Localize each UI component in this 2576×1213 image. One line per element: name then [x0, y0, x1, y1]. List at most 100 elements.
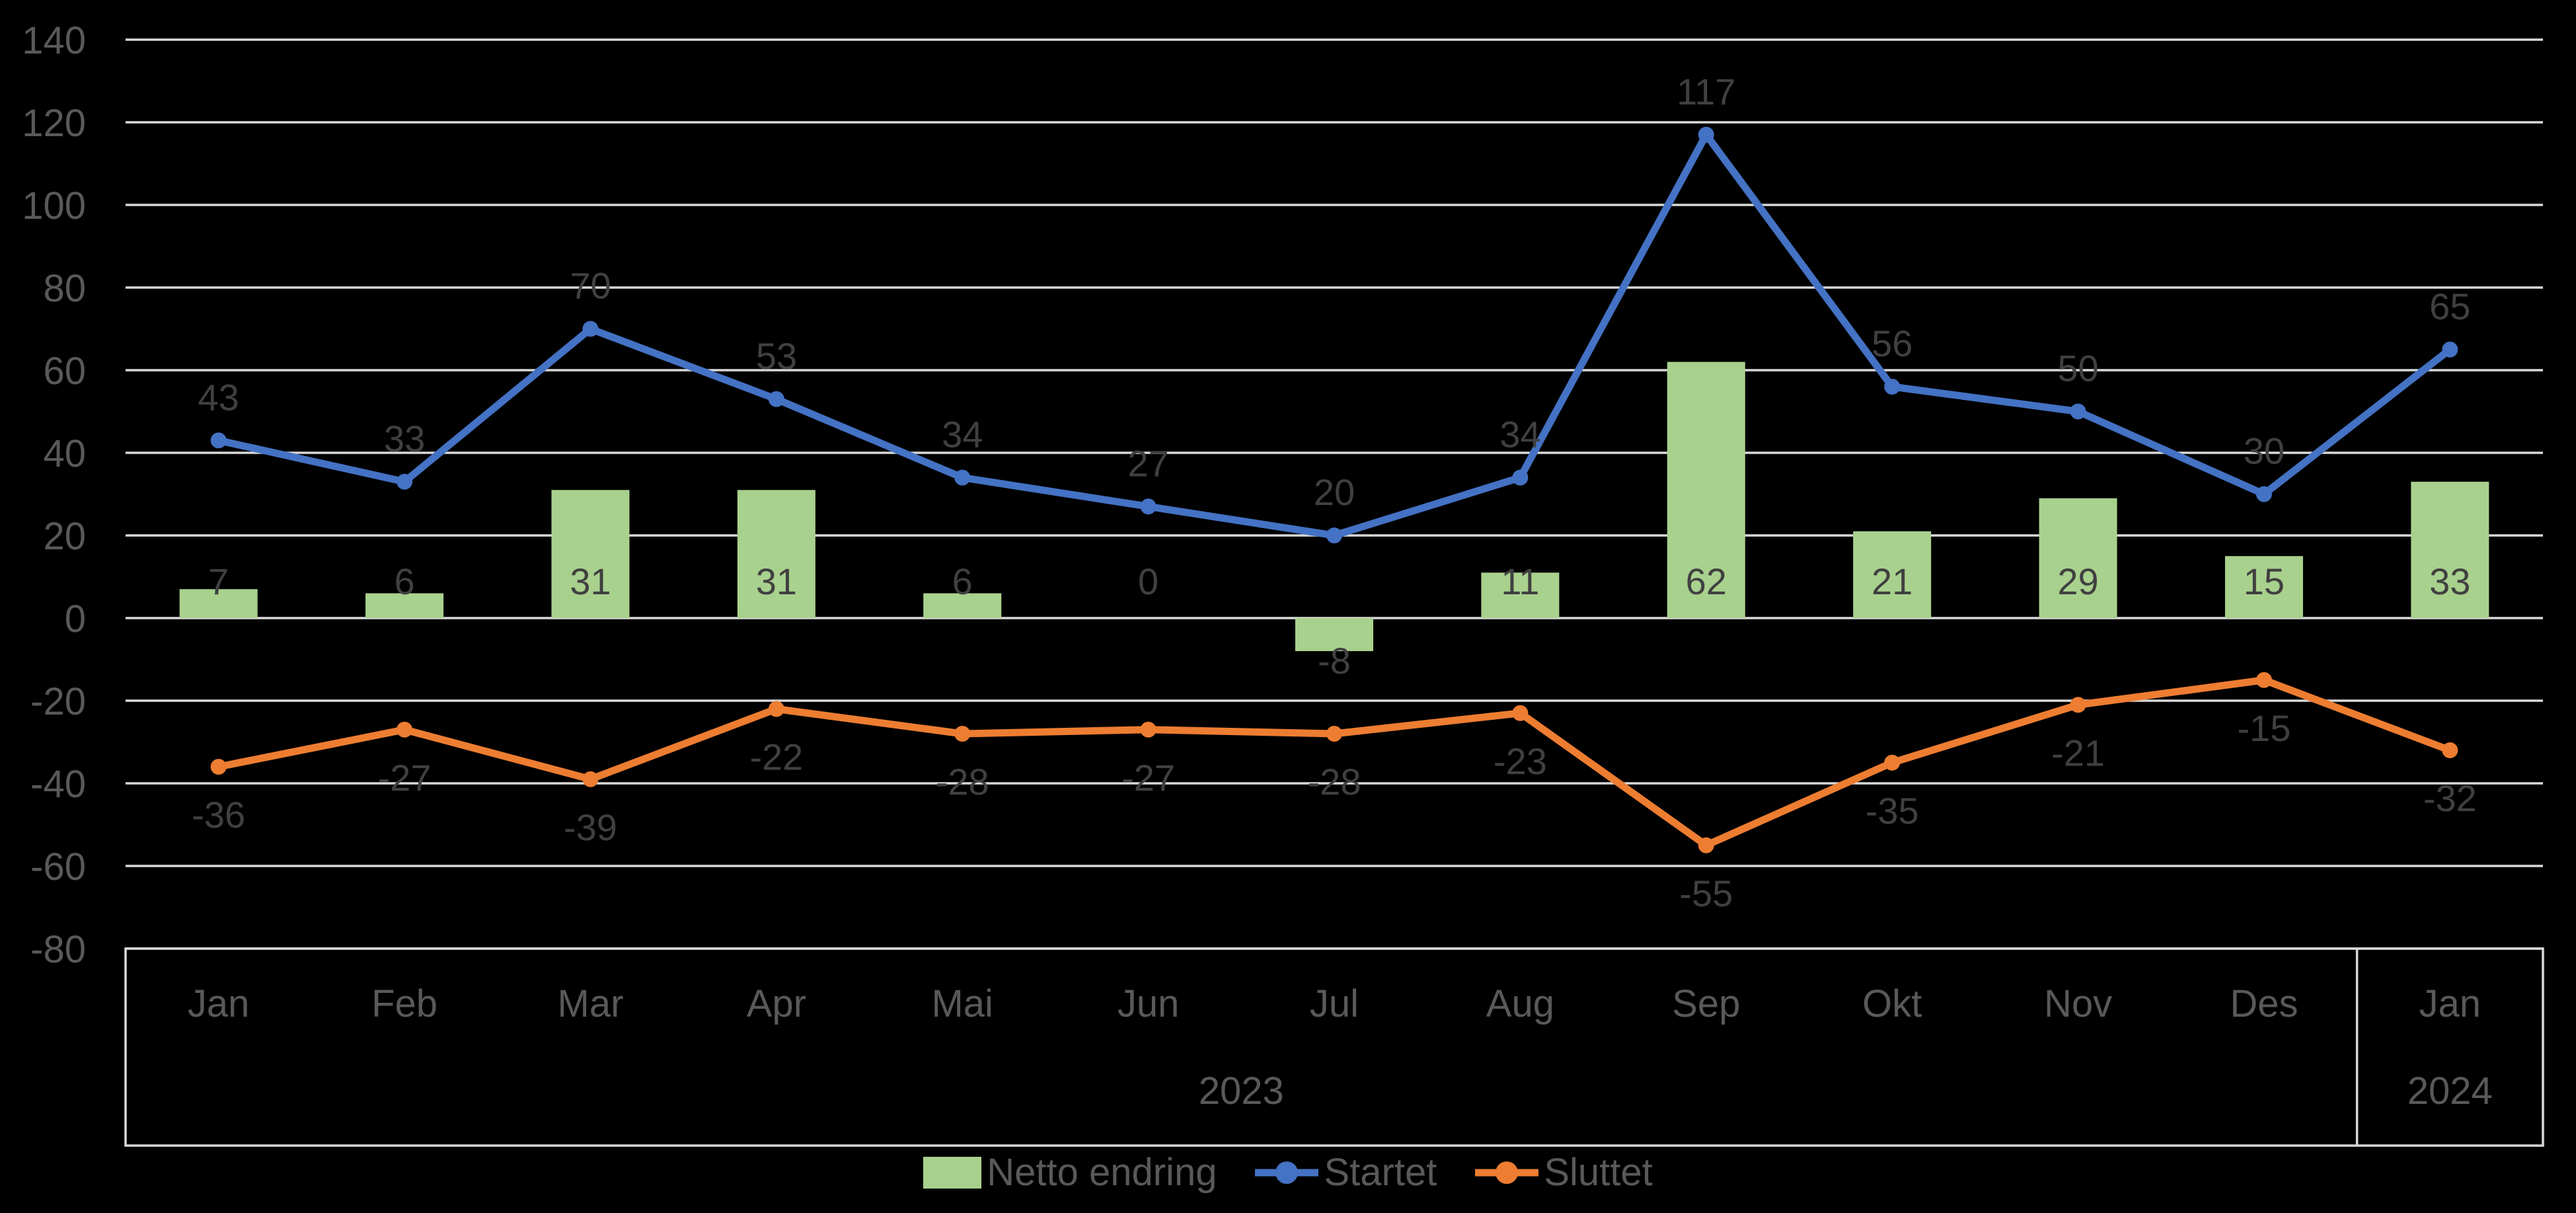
y-axis-tick-label: -40: [30, 763, 86, 806]
data-point[interactable]: [1698, 126, 1714, 143]
bar[interactable]: [923, 593, 1002, 619]
bar[interactable]: [2039, 498, 2117, 618]
x-axis-label: Apr: [747, 982, 806, 1025]
data-point[interactable]: [1140, 721, 1156, 738]
line-data-label: -28: [1308, 761, 1361, 802]
bar-data-label: 11: [1501, 561, 1539, 602]
x-axis-label: Nov: [2044, 982, 2112, 1025]
line-data-label: -35: [1866, 790, 1919, 832]
data-point[interactable]: [2255, 672, 2272, 688]
legend-label: Sluttet: [1544, 1151, 1653, 1194]
bar-data-label: 6: [394, 561, 414, 602]
x-axis-label: Mai: [931, 982, 993, 1025]
y-axis-tick-label: -20: [30, 680, 86, 723]
x-axis-label: Aug: [1486, 982, 1554, 1025]
bar-data-label: 29: [2057, 561, 2098, 602]
bar-data-label: 6: [952, 561, 973, 602]
y-axis-tick-label: 100: [22, 184, 86, 227]
line-data-label: -22: [749, 736, 803, 778]
chart-legend: Netto endring Startet Sluttet: [0, 1150, 2576, 1194]
data-point[interactable]: [210, 432, 227, 449]
x-axis-label: Mar: [558, 982, 624, 1025]
line-data-label: -39: [564, 806, 617, 848]
bar-data-label: 31: [756, 561, 797, 602]
line-data-label: 43: [198, 376, 239, 418]
bar[interactable]: [365, 593, 444, 619]
data-point[interactable]: [768, 701, 784, 717]
bar[interactable]: [551, 490, 630, 618]
line-data-label: 27: [1127, 442, 1168, 484]
line-data-label: -28: [936, 761, 989, 802]
series-startet: [210, 126, 2458, 543]
data-point[interactable]: [1884, 379, 1901, 395]
bar[interactable]: [2411, 481, 2489, 618]
series-netto-endring: [179, 362, 2489, 651]
data-point[interactable]: [210, 759, 227, 775]
y-axis-tick-label: 140: [22, 19, 86, 62]
x-axis-label: Jun: [1118, 982, 1180, 1025]
data-point[interactable]: [582, 321, 599, 337]
data-point[interactable]: [1884, 754, 1901, 771]
legend-item-sluttet[interactable]: Sluttet: [1475, 1150, 1653, 1194]
bar[interactable]: [1481, 572, 1560, 618]
bar-data-label: -8: [1318, 640, 1351, 682]
legend-item-netto-endring[interactable]: Netto endring: [923, 1150, 1217, 1194]
bar-data-label: 7: [208, 561, 229, 602]
data-point[interactable]: [1326, 726, 1342, 742]
data-point[interactable]: [2070, 697, 2086, 713]
line-data-label: 20: [1314, 471, 1355, 513]
data-point[interactable]: [954, 469, 971, 486]
bar[interactable]: [737, 490, 815, 618]
series-sluttet: [210, 672, 2458, 853]
bar-data-label: 15: [2244, 561, 2285, 602]
line-data-label: 56: [1872, 323, 1913, 364]
bar[interactable]: [179, 589, 258, 618]
data-point[interactable]: [768, 391, 784, 407]
data-point[interactable]: [954, 726, 971, 742]
data-point[interactable]: [1326, 528, 1342, 543]
bar[interactable]: [1295, 618, 1373, 651]
bar[interactable]: [1853, 531, 1932, 618]
x-axis-label: Feb: [371, 982, 437, 1025]
x-axis-label: Jan: [2419, 982, 2481, 1025]
data-point[interactable]: [1698, 837, 1714, 853]
line-data-label: -27: [1121, 757, 1175, 799]
bar-data-label: 62: [1686, 561, 1727, 602]
line-data-label: 117: [1677, 71, 1735, 112]
data-point[interactable]: [582, 771, 599, 787]
y-axis-tick-label: 120: [22, 102, 86, 145]
data-point[interactable]: [397, 721, 413, 738]
x-axis-label: Jan: [188, 982, 250, 1025]
bar[interactable]: [2224, 556, 2303, 618]
x-axis-label: Okt: [1862, 982, 1922, 1025]
line-data-label: -55: [1679, 873, 1733, 914]
data-point[interactable]: [2442, 742, 2458, 758]
y-axis-tick-label: 20: [43, 515, 86, 558]
data-point[interactable]: [2442, 341, 2458, 358]
line-data-label: 50: [2057, 348, 2098, 389]
x-axis-label: Jul: [1310, 982, 1359, 1025]
legend-label: Startet: [1324, 1151, 1437, 1194]
y-axis-tick-label: 0: [65, 598, 86, 641]
data-point[interactable]: [2070, 403, 2086, 420]
line-data-label: 70: [570, 265, 611, 307]
data-point[interactable]: [397, 473, 413, 490]
x-axis-year-label: 2024: [2407, 1070, 2493, 1113]
bar-data-label: 0: [1138, 561, 1158, 602]
bar[interactable]: [1667, 362, 1745, 619]
y-axis-tick-label: 40: [43, 432, 86, 475]
legend-item-startet[interactable]: Startet: [1255, 1150, 1437, 1194]
line-marker-icon: [1255, 1161, 1319, 1184]
line-data-label: -15: [2237, 707, 2291, 749]
x-axis: Jan Feb Mar Apr Mai Jun Jul Aug Sep Okt Nov Des Jan 2…: [124, 947, 2544, 1147]
bar-swatch-icon: [923, 1156, 982, 1189]
data-point[interactable]: [2255, 486, 2272, 502]
y-axis-tick-label: 60: [43, 350, 86, 393]
data-point[interactable]: [1140, 498, 1156, 515]
data-point[interactable]: [1512, 705, 1529, 721]
line-data-label: 65: [2429, 286, 2470, 327]
data-point[interactable]: [1512, 469, 1529, 486]
